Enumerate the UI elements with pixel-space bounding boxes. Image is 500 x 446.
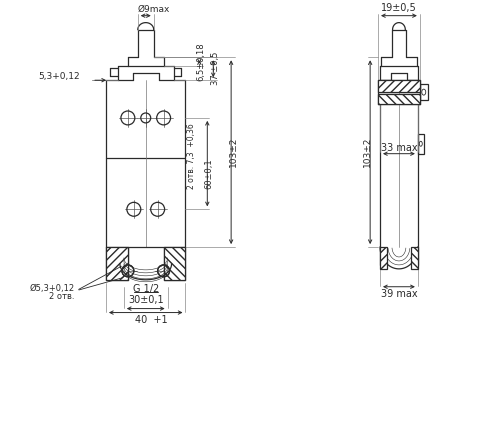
Text: 30±0,1: 30±0,1 bbox=[128, 295, 164, 305]
Text: 5,3+0,12: 5,3+0,12 bbox=[38, 72, 80, 81]
Ellipse shape bbox=[420, 141, 422, 146]
Text: G 1/2: G 1/2 bbox=[132, 284, 159, 294]
Text: 60±0,1: 60±0,1 bbox=[205, 158, 214, 189]
Text: 40  +1: 40 +1 bbox=[136, 314, 168, 325]
Text: 19±0,5: 19±0,5 bbox=[381, 3, 417, 13]
Text: 37 ±0,5: 37 ±0,5 bbox=[210, 52, 220, 86]
Text: 103±2: 103±2 bbox=[228, 137, 237, 167]
Bar bbox=[164, 247, 186, 280]
Ellipse shape bbox=[422, 89, 426, 95]
Bar bbox=[380, 247, 387, 269]
Bar bbox=[411, 247, 418, 269]
Text: Ø5,3+0,12: Ø5,3+0,12 bbox=[29, 284, 74, 293]
Bar bbox=[420, 84, 428, 100]
Text: 2 отв. 7,3  +0,36: 2 отв. 7,3 +0,36 bbox=[187, 123, 196, 189]
Bar bbox=[378, 94, 420, 104]
Text: 6,5±0,18: 6,5±0,18 bbox=[197, 42, 206, 81]
Text: 39 max: 39 max bbox=[380, 289, 418, 299]
Bar bbox=[418, 134, 424, 154]
Bar bbox=[378, 80, 420, 92]
Text: 33 max: 33 max bbox=[380, 143, 418, 153]
Text: 2 отв.: 2 отв. bbox=[49, 292, 74, 301]
Text: Ø9max: Ø9max bbox=[138, 5, 170, 14]
Text: 103±2: 103±2 bbox=[362, 137, 372, 167]
Bar bbox=[106, 247, 128, 280]
